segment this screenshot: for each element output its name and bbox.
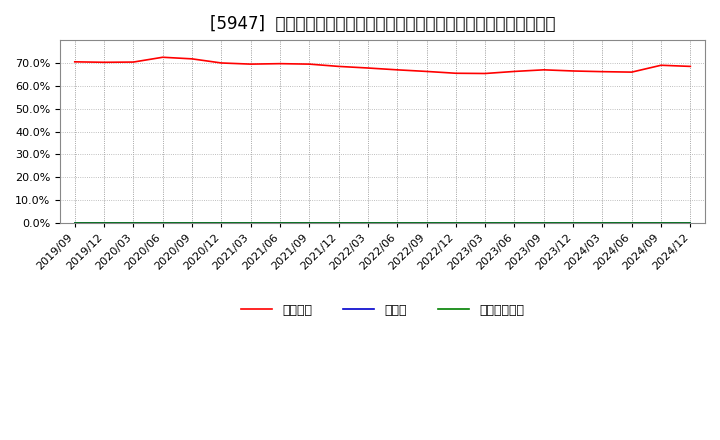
自己資本 <box>539 67 548 73</box>
自己資本 <box>246 62 255 67</box>
繰延税金資産 <box>100 220 109 226</box>
自己資本 <box>158 55 167 60</box>
繰延税金資産 <box>334 220 343 226</box>
のれん <box>305 220 314 226</box>
繰延税金資産 <box>627 220 636 226</box>
のれん <box>129 220 138 226</box>
自己資本 <box>657 62 665 68</box>
自己資本 <box>334 64 343 69</box>
自己資本 <box>217 60 225 66</box>
繰延税金資産 <box>510 220 519 226</box>
自己資本 <box>71 59 79 65</box>
自己資本 <box>569 68 577 73</box>
のれん <box>451 220 460 226</box>
のれん <box>539 220 548 226</box>
Legend: 自己資本, のれん, 繰延税金資産: 自己資本, のれん, 繰延税金資産 <box>235 299 529 322</box>
繰延税金資産 <box>305 220 314 226</box>
繰延税金資産 <box>129 220 138 226</box>
のれん <box>217 220 225 226</box>
繰延税金資産 <box>158 220 167 226</box>
繰延税金資産 <box>598 220 607 226</box>
自己資本 <box>188 56 197 62</box>
のれん <box>686 220 695 226</box>
のれん <box>71 220 79 226</box>
自己資本 <box>393 67 402 73</box>
繰延税金資産 <box>657 220 665 226</box>
のれん <box>188 220 197 226</box>
自己資本 <box>129 59 138 65</box>
繰延税金資産 <box>393 220 402 226</box>
のれん <box>334 220 343 226</box>
自己資本 <box>364 66 372 71</box>
自己資本 <box>100 60 109 65</box>
繰延税金資産 <box>686 220 695 226</box>
のれん <box>510 220 519 226</box>
のれん <box>657 220 665 226</box>
Line: 自己資本: 自己資本 <box>75 57 690 73</box>
のれん <box>100 220 109 226</box>
自己資本 <box>686 64 695 69</box>
繰延税金資産 <box>539 220 548 226</box>
のれん <box>364 220 372 226</box>
自己資本 <box>481 71 490 76</box>
のれん <box>422 220 431 226</box>
のれん <box>246 220 255 226</box>
のれん <box>569 220 577 226</box>
のれん <box>627 220 636 226</box>
繰延税金資産 <box>276 220 284 226</box>
自己資本 <box>627 70 636 75</box>
自己資本 <box>598 69 607 74</box>
繰延税金資産 <box>246 220 255 226</box>
繰延税金資産 <box>451 220 460 226</box>
自己資本 <box>276 61 284 66</box>
繰延税金資産 <box>217 220 225 226</box>
繰延税金資産 <box>569 220 577 226</box>
のれん <box>158 220 167 226</box>
自己資本 <box>510 69 519 74</box>
繰延税金資産 <box>422 220 431 226</box>
自己資本 <box>422 69 431 74</box>
繰延税金資産 <box>481 220 490 226</box>
自己資本 <box>305 62 314 67</box>
繰延税金資産 <box>188 220 197 226</box>
自己資本 <box>451 71 460 76</box>
繰延税金資産 <box>364 220 372 226</box>
のれん <box>598 220 607 226</box>
Title: [5947]  自己資本、のれん、繰延税金資産の総資産に対する比率の推移: [5947] 自己資本、のれん、繰延税金資産の総資産に対する比率の推移 <box>210 15 555 33</box>
のれん <box>481 220 490 226</box>
のれん <box>276 220 284 226</box>
のれん <box>393 220 402 226</box>
繰延税金資産 <box>71 220 79 226</box>
